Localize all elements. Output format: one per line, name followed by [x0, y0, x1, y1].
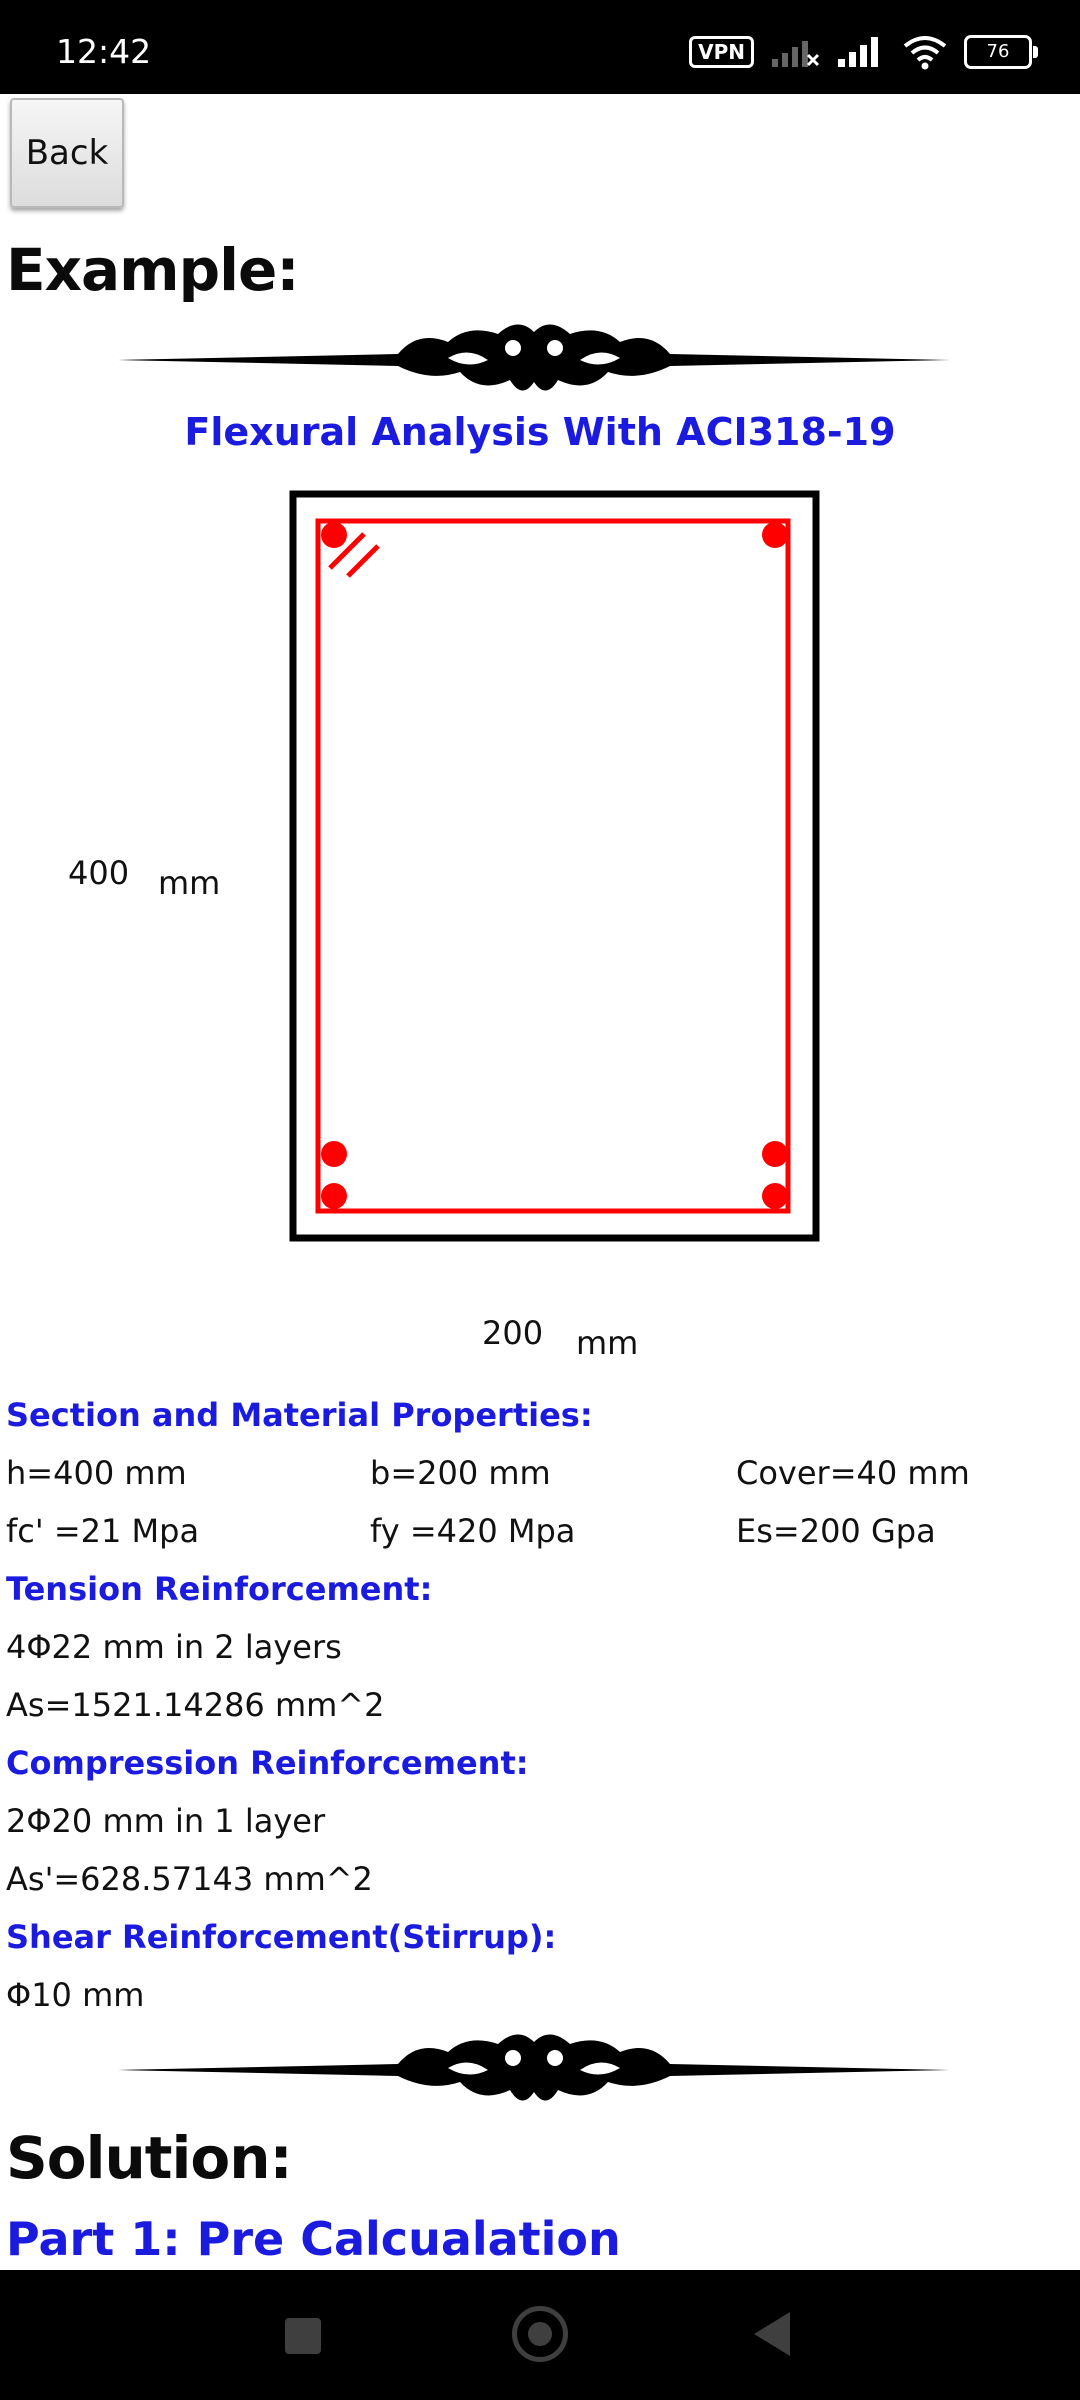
tension-bar: [762, 1183, 788, 1209]
tension-heading: Tension Reinforcement:: [6, 1570, 433, 1608]
tension-bars: 4Φ22 mm in 2 layers: [6, 1628, 342, 1666]
part1-title: Part 1: Pre Calcualation: [6, 2212, 621, 2266]
tension-bar: [321, 1183, 347, 1209]
tension-bar: [762, 1141, 788, 1167]
compression-heading: Compression Reinforcement:: [6, 1744, 529, 1782]
prop-h: h=400 mm: [6, 1454, 187, 1492]
analysis-title: Flexural Analysis With ACI318-19: [184, 410, 896, 454]
status-time: 12:42: [56, 32, 152, 71]
status-icons: VPN 76: [689, 32, 1040, 72]
signal-icon-sim2: [772, 41, 820, 67]
prop-fc: fc' =21 Mpa: [6, 1512, 200, 1550]
height-unit: mm: [158, 864, 221, 902]
signal-icon-sim1: [838, 37, 878, 67]
stirrup-outline: [315, 518, 791, 1214]
concrete-section-outline: [289, 490, 820, 1242]
status-bar: 12:42 VPN 76: [0, 0, 1080, 94]
prop-b: b=200 mm: [370, 1454, 551, 1492]
compression-area: As'=628.57143 mm^2: [6, 1860, 373, 1898]
prop-cover: Cover=40 mm: [736, 1454, 970, 1492]
vpn-icon: VPN: [689, 36, 754, 68]
solution-heading: Solution:: [6, 2124, 293, 2192]
ornament-divider-bottom: [118, 2034, 950, 2101]
home-button[interactable]: [512, 2306, 568, 2362]
battery-icon: 76: [964, 35, 1038, 69]
prop-fy: fy =420 Mpa: [370, 1512, 576, 1550]
wifi-icon: [903, 36, 947, 70]
stirrup-hook: [328, 532, 380, 578]
beam-section-drawing: [289, 490, 820, 1242]
beam-section-figure: 400 mm 200 mm: [0, 480, 1080, 1362]
width-value: 200: [482, 1314, 544, 1352]
recents-button[interactable]: [285, 2318, 321, 2354]
compression-bar: [321, 522, 347, 548]
tension-bar: [321, 1141, 347, 1167]
shear-heading: Shear Reinforcement(Stirrup):: [6, 1918, 557, 1956]
back-nav-button[interactable]: [754, 2312, 790, 2356]
properties-heading: Section and Material Properties:: [6, 1396, 593, 1434]
compression-bars: 2Φ20 mm in 1 layer: [6, 1802, 326, 1840]
example-heading: Example:: [6, 236, 300, 304]
prop-es: Es=200 Gpa: [736, 1512, 936, 1550]
tension-area: As=1521.14286 mm^2: [6, 1686, 385, 1724]
shear-bars: Φ10 mm: [6, 1976, 145, 2014]
compression-bar: [762, 522, 788, 548]
width-unit: mm: [576, 1324, 639, 1362]
height-value: 400: [68, 854, 130, 892]
ornament-divider-top: [118, 324, 950, 391]
back-button[interactable]: Back: [10, 98, 124, 208]
